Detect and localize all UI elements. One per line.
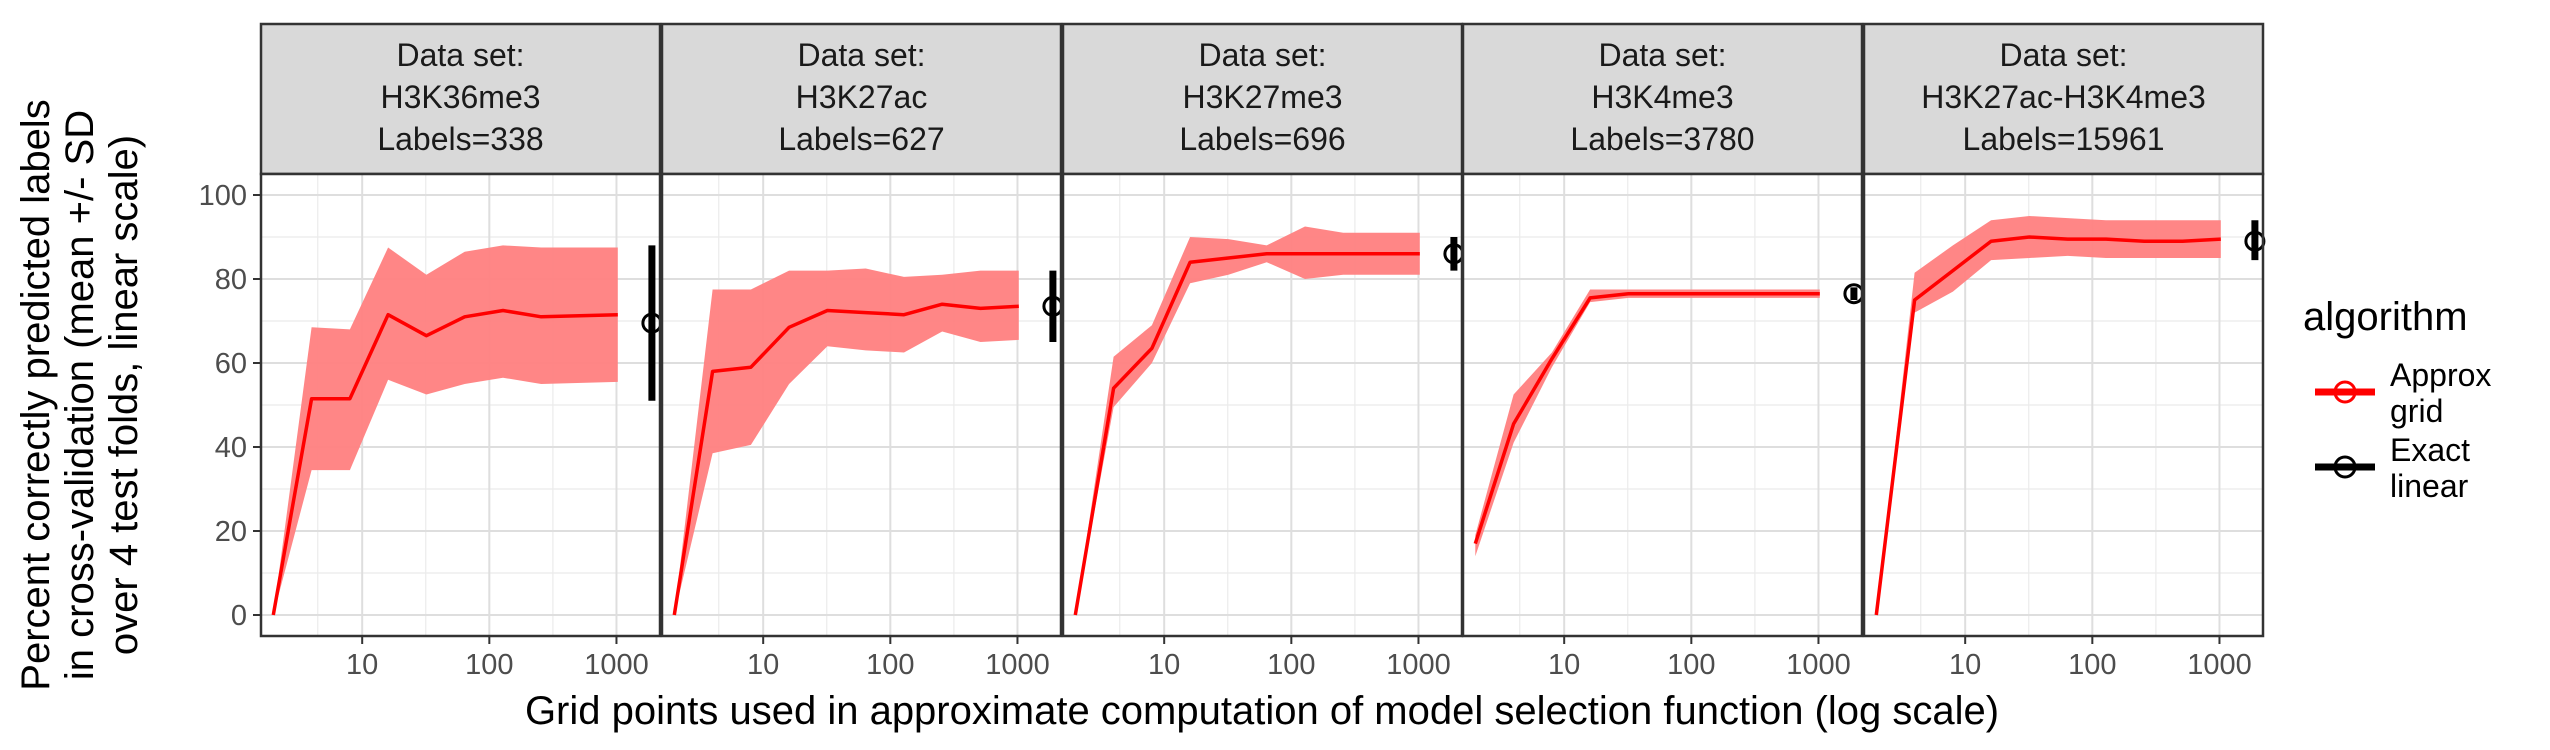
x-tick-label: 10: [1548, 649, 1580, 681]
x-tick-label: 10: [1148, 649, 1180, 681]
legend-title: algorithm: [2303, 295, 2468, 339]
panel-border: [1862, 172, 2265, 638]
facet-strip-label-line: Data set:: [1999, 37, 2127, 73]
y-axis-label-line-2: in cross-validation (mean +/- SD: [58, 110, 102, 680]
facet-strip-label-line: Data set:: [1198, 37, 1326, 73]
facet-strip-label-line: Labels=15961: [1963, 121, 2165, 157]
panel-3: Data set: H3K27me3 Labels=696: [1061, 22, 1465, 638]
x-tick-label: 1000: [1386, 649, 1451, 681]
legend: algorithm Approx grid Exact linear: [2303, 295, 2491, 504]
x-tick-label: 100: [1267, 649, 1315, 681]
approx-mean-line: [1073, 252, 1420, 616]
x-tick-label: 100: [1667, 649, 1715, 681]
facet-strip-label-line: H3K27ac-H3K4me3: [1921, 79, 2206, 115]
facet-strip-label-line: H3K27me3: [1182, 79, 1342, 115]
panel-border: [259, 172, 662, 638]
exact-mean-point: [1042, 295, 1064, 317]
panel-5: Data set: H3K27ac-H3K4me3 Labels=15961: [1862, 22, 2266, 638]
legend-key-approx-point: [2333, 380, 2357, 404]
exact-mean-point: [641, 312, 663, 334]
x-tick-label: 100: [2068, 649, 2116, 681]
approx-sd-ribbon: [1876, 216, 2221, 615]
x-tick-label: 10: [1949, 649, 1981, 681]
legend-label-approx-line-1: Approx: [2390, 357, 2491, 393]
panel-2: Data set: H3K27ac Labels=627: [660, 22, 1064, 638]
x-tick-label: 1000: [1786, 649, 1851, 681]
y-tick-label: 60: [215, 348, 247, 380]
y-tick-label: 40: [215, 432, 247, 464]
y-axis-label-line-1: Percent correctly predicted labels: [14, 99, 58, 690]
approx-mean-line: [271, 308, 618, 616]
legend-key-exact-point: [2333, 455, 2357, 479]
approx-sd-ribbon: [273, 245, 618, 615]
y-tick-label: 100: [199, 180, 247, 212]
facet-strip-label-line: Data set:: [396, 37, 524, 73]
facet-strip-label-line: Labels=696: [1179, 121, 1345, 157]
axes: 10 100 1000 10 100 1000 10 100 1000 10 100 1000 10 10…: [199, 180, 2252, 681]
facet-strip: [1862, 22, 2265, 176]
y-tick-label: 80: [215, 264, 247, 296]
panel-1: Data set: H3K36me3 Labels=338: [259, 22, 663, 638]
exact-mean-point: [1843, 283, 1865, 305]
approx-mean-line: [1874, 235, 2221, 616]
panel-border: [660, 172, 1063, 638]
y-tick-label: 20: [215, 516, 247, 548]
facet-strip-label-line: Labels=338: [377, 121, 543, 157]
facet-strip: [1061, 22, 1464, 176]
exact-mean-point: [2244, 230, 2266, 252]
facet-strip: [1461, 22, 1864, 176]
facet-strip-label-line: H3K27ac: [796, 79, 928, 115]
legend-label-exact-line-1: Exact: [2390, 432, 2470, 468]
facet-strip: [259, 22, 662, 176]
x-tick-label: 1000: [985, 649, 1050, 681]
y-axis-label: Percent correctly predicted labels in cr…: [14, 99, 146, 690]
y-axis-label-line-3: over 4 test folds, linear scale): [102, 135, 146, 655]
facet-strip-label-line: H3K4me3: [1591, 79, 1733, 115]
facet-strip-label-line: Labels=627: [778, 121, 944, 157]
legend-label-exact-line-2: linear: [2390, 468, 2469, 504]
panel-border: [1461, 172, 1864, 638]
x-tick-label: 1000: [2187, 649, 2252, 681]
panel-4: Data set: H3K4me3 Labels=3780: [1461, 22, 1865, 638]
facet-strip: [660, 22, 1063, 176]
x-tick-label: 1000: [584, 649, 649, 681]
exact-mean-point: [1443, 243, 1465, 265]
x-tick-label: 100: [866, 649, 914, 681]
facet-strip-label-line: Data set:: [797, 37, 925, 73]
facet-strip-label-line: H3K36me3: [380, 79, 540, 115]
approx-mean-line: [672, 302, 1019, 616]
x-tick-label: 10: [747, 649, 779, 681]
x-axis-label: Grid points used in approximate computat…: [525, 689, 1999, 733]
x-tick-label: 10: [346, 649, 378, 681]
y-tick-label: 0: [231, 600, 247, 632]
facet-strip-label-line: Data set:: [1598, 37, 1726, 73]
x-tick-label: 100: [465, 649, 513, 681]
legend-label-approx-line-2: grid: [2390, 393, 2443, 429]
facet-strip-label-line: Labels=3780: [1570, 121, 1754, 157]
approx-mean-line: [1473, 291, 1820, 545]
panels: Data set: H3K36me3 Labels=338 Data set: H3K2…: [259, 22, 2266, 638]
